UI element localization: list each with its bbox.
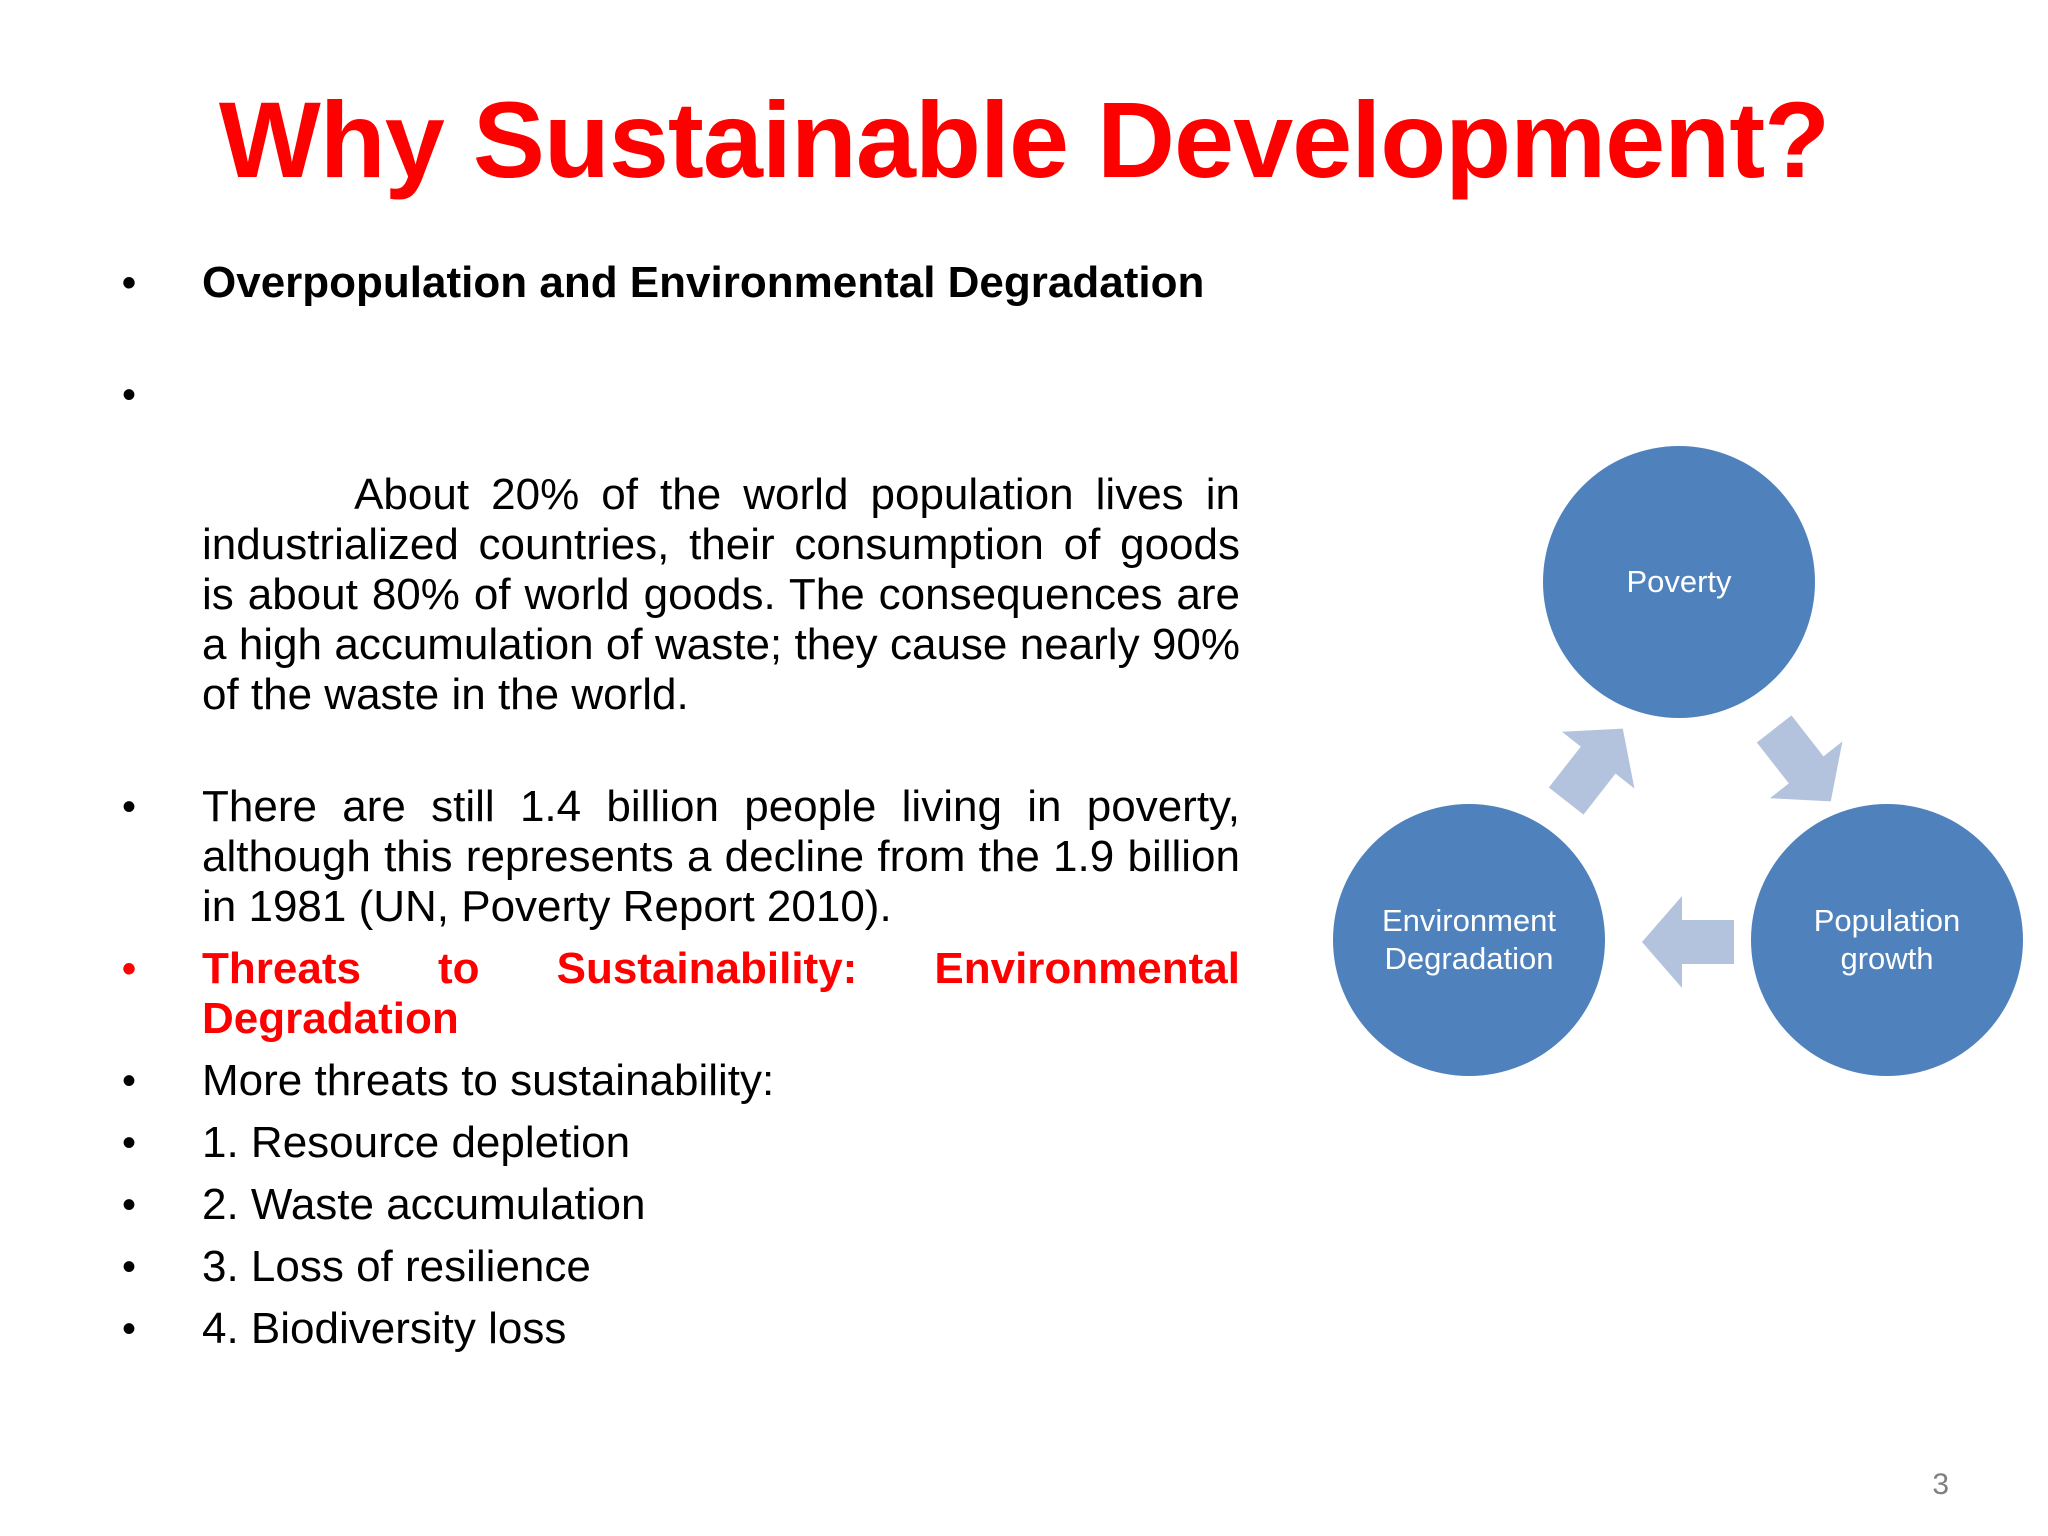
- bullet-text: More threats to sustainability:: [202, 1056, 775, 1105]
- bullet-dot: •: [122, 1245, 137, 1289]
- bullet-text: 4. Biodiversity loss: [202, 1304, 567, 1353]
- cycle-diagram: Poverty Population growth Environment De…: [1320, 440, 2040, 1080]
- node-label-line2: growth: [1840, 941, 1934, 976]
- page-number: 3: [1932, 1468, 1949, 1501]
- arrow-env-to-poverty: [1548, 728, 1635, 815]
- arrow-population-to-env: [1642, 896, 1734, 988]
- node-label: Poverty: [1626, 564, 1732, 599]
- bullet-item: • About 20% of the world population live…: [118, 370, 1240, 770]
- bullet-text: 2. Waste accumulation: [202, 1180, 646, 1229]
- node-population-growth: Population growth: [1751, 804, 2023, 1076]
- bullet-text: Overpopulation and Environmental Degrada…: [202, 258, 1205, 307]
- bullet-text: About 20% of the world population lives …: [202, 470, 1253, 719]
- node-poverty: Poverty: [1543, 446, 1815, 718]
- bullet-item: • More threats to sustainability:: [118, 1056, 1240, 1106]
- bullet-dot: •: [122, 1183, 137, 1227]
- bullet-item: • 3. Loss of resilience: [118, 1242, 1240, 1292]
- bullet-text: There are still 1.4 billion people livin…: [202, 782, 1240, 931]
- arrow-poverty-to-population: [1756, 715, 1843, 802]
- bullet-item: • Overpopulation and Environmental Degra…: [118, 258, 1240, 308]
- cycle-arrows: [1548, 715, 1843, 988]
- bullet-text: 3. Loss of resilience: [202, 1242, 591, 1291]
- bullet-text: 1. Resource depletion: [202, 1118, 631, 1167]
- bullet-item: • 2. Waste accumulation: [118, 1180, 1240, 1230]
- node-environment-degradation: Environment Degradation: [1333, 804, 1605, 1076]
- bullet-text: Threats to Sustainability: Environmental…: [202, 944, 1240, 1043]
- bullet-dot: •: [122, 261, 137, 305]
- bullet-dot: •: [122, 1059, 137, 1103]
- bullet-dot: •: [122, 1121, 137, 1165]
- bullet-dot: •: [122, 373, 137, 417]
- bullet-dot: •: [122, 947, 137, 991]
- node-label-line2: Degradation: [1384, 941, 1554, 976]
- bullet-item: • There are still 1.4 billion people liv…: [118, 782, 1240, 932]
- node-label-line1: Population: [1813, 903, 1961, 938]
- bullet-item-highlight: • Threats to Sustainability: Environment…: [118, 944, 1240, 1044]
- bullet-list: • Overpopulation and Environmental Degra…: [118, 258, 1240, 1354]
- bullet-item: • 4. Biodiversity loss: [118, 1304, 1240, 1354]
- node-label-line1: Environment: [1381, 903, 1557, 938]
- bullet-item: • 1. Resource depletion: [118, 1118, 1240, 1168]
- slide-title: Why Sustainable Development?: [218, 79, 1830, 200]
- bullet-dot: •: [122, 785, 137, 829]
- bullet-dot: •: [122, 1307, 137, 1351]
